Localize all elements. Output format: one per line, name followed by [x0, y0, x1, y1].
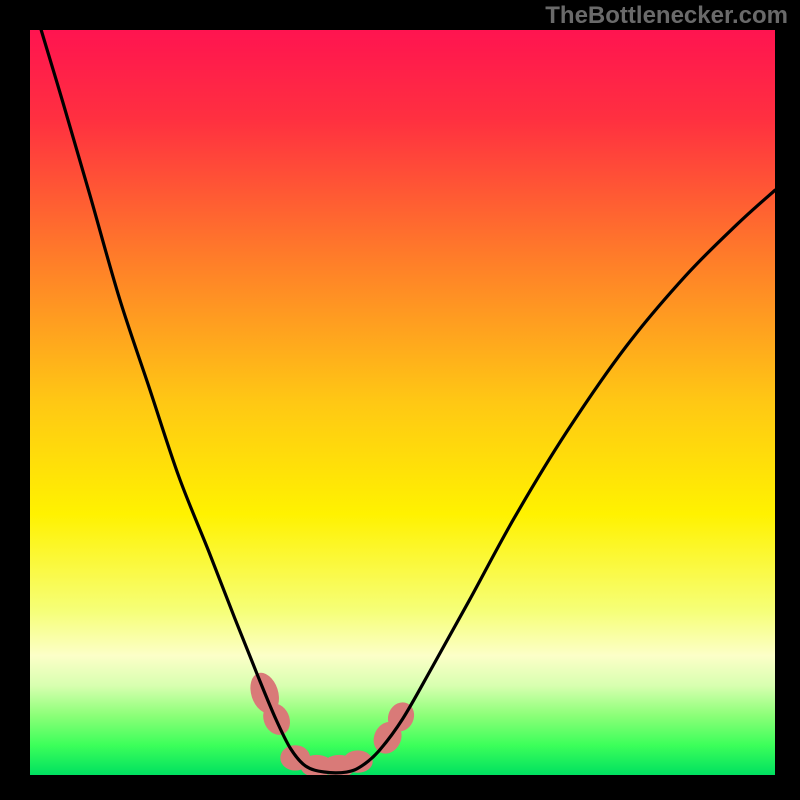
curve-layer — [30, 30, 775, 775]
watermark-text: TheBottlenecker.com — [545, 2, 788, 30]
bottleneck-curve — [41, 30, 775, 773]
valley-blobs — [245, 669, 418, 775]
plot-area — [30, 30, 775, 775]
